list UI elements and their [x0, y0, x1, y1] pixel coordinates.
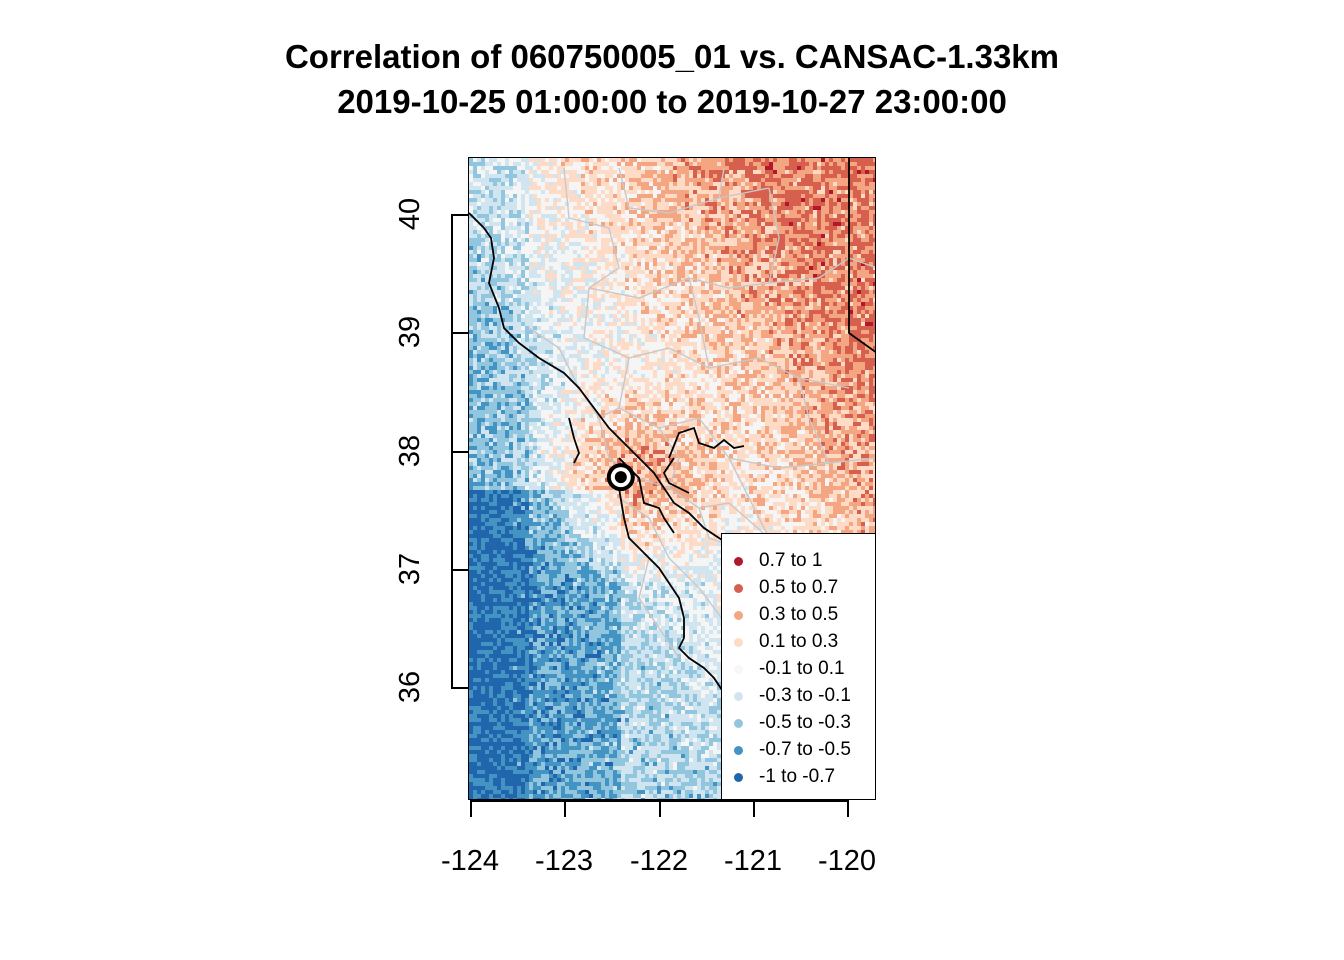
legend-swatch: [734, 664, 743, 674]
legend-item: -0.3 to -0.1: [734, 683, 851, 709]
y-tick-mark: [451, 451, 468, 453]
legend-item: -1 to -0.7: [734, 764, 835, 790]
y-tick-label: 40: [394, 197, 426, 231]
legend-label: 0.1 to 0.3: [759, 631, 839, 652]
y-tick-label: 39: [394, 315, 426, 349]
y-tick-mark: [451, 332, 468, 334]
legend-swatch: [734, 556, 743, 566]
x-tick-mark: [470, 800, 472, 817]
legend-label: 0.5 to 0.7: [759, 577, 839, 598]
correlation-map: [469, 158, 875, 799]
legend-label: -0.5 to -0.3: [759, 712, 851, 733]
legend-label: -0.7 to -0.5: [759, 739, 851, 760]
x-tick-label: -121: [723, 845, 783, 877]
map-panel: [468, 157, 876, 800]
legend-swatch: [734, 718, 743, 728]
legend-item: 0.7 to 1: [734, 548, 822, 574]
chart-title-line-1: Correlation of 060750005_01 vs. CANSAC-1…: [284, 38, 1060, 75]
y-tick-mark: [451, 214, 468, 216]
legend-item: -0.1 to 0.1: [734, 656, 845, 682]
legend-swatch: [734, 637, 743, 647]
legend-label: 0.3 to 0.5: [759, 604, 839, 625]
y-tick-mark: [451, 687, 468, 689]
x-tick-label: -123: [534, 845, 594, 877]
legend-item: -0.7 to -0.5: [734, 737, 851, 763]
legend-label: -0.1 to 0.1: [759, 658, 845, 679]
legend-item: -0.5 to -0.3: [734, 710, 851, 736]
legend-item: 0.5 to 0.7: [734, 575, 838, 601]
legend-swatch: [734, 583, 743, 593]
y-tick-mark: [451, 569, 468, 571]
y-tick-label: 37: [394, 552, 426, 586]
coastline: [469, 158, 875, 709]
chart-title-line-2: 2019-10-25 01:00:00 to 2019-10-27 23:00:…: [337, 83, 1007, 120]
legend-item: 0.1 to 0.3: [734, 629, 838, 655]
x-tick-mark: [659, 800, 661, 817]
y-tick-label: 36: [394, 670, 426, 704]
x-tick-mark: [564, 800, 566, 817]
legend-label: 0.7 to 1: [759, 550, 823, 571]
x-tick-label: -120: [817, 845, 877, 877]
legend-item: 0.3 to 0.5: [734, 602, 838, 628]
legend-label: -1 to -0.7: [759, 766, 836, 787]
legend-swatch: [734, 610, 743, 620]
x-tick-mark: [847, 800, 849, 817]
legend-swatch: [734, 691, 743, 701]
legend-swatch: [734, 745, 743, 755]
station-marker: [606, 463, 635, 492]
legend-label: -0.3 to -0.1: [759, 685, 851, 706]
x-tick-mark: [753, 800, 755, 817]
legend-swatch: [734, 772, 743, 782]
x-tick-label: -124: [440, 845, 500, 877]
y-tick-label: 38: [394, 434, 426, 468]
legend: 0.7 to 1 0.5 to 0.7 0.3 to 0.5 0.1 to 0.…: [721, 533, 876, 800]
x-tick-label: -122: [629, 845, 689, 877]
